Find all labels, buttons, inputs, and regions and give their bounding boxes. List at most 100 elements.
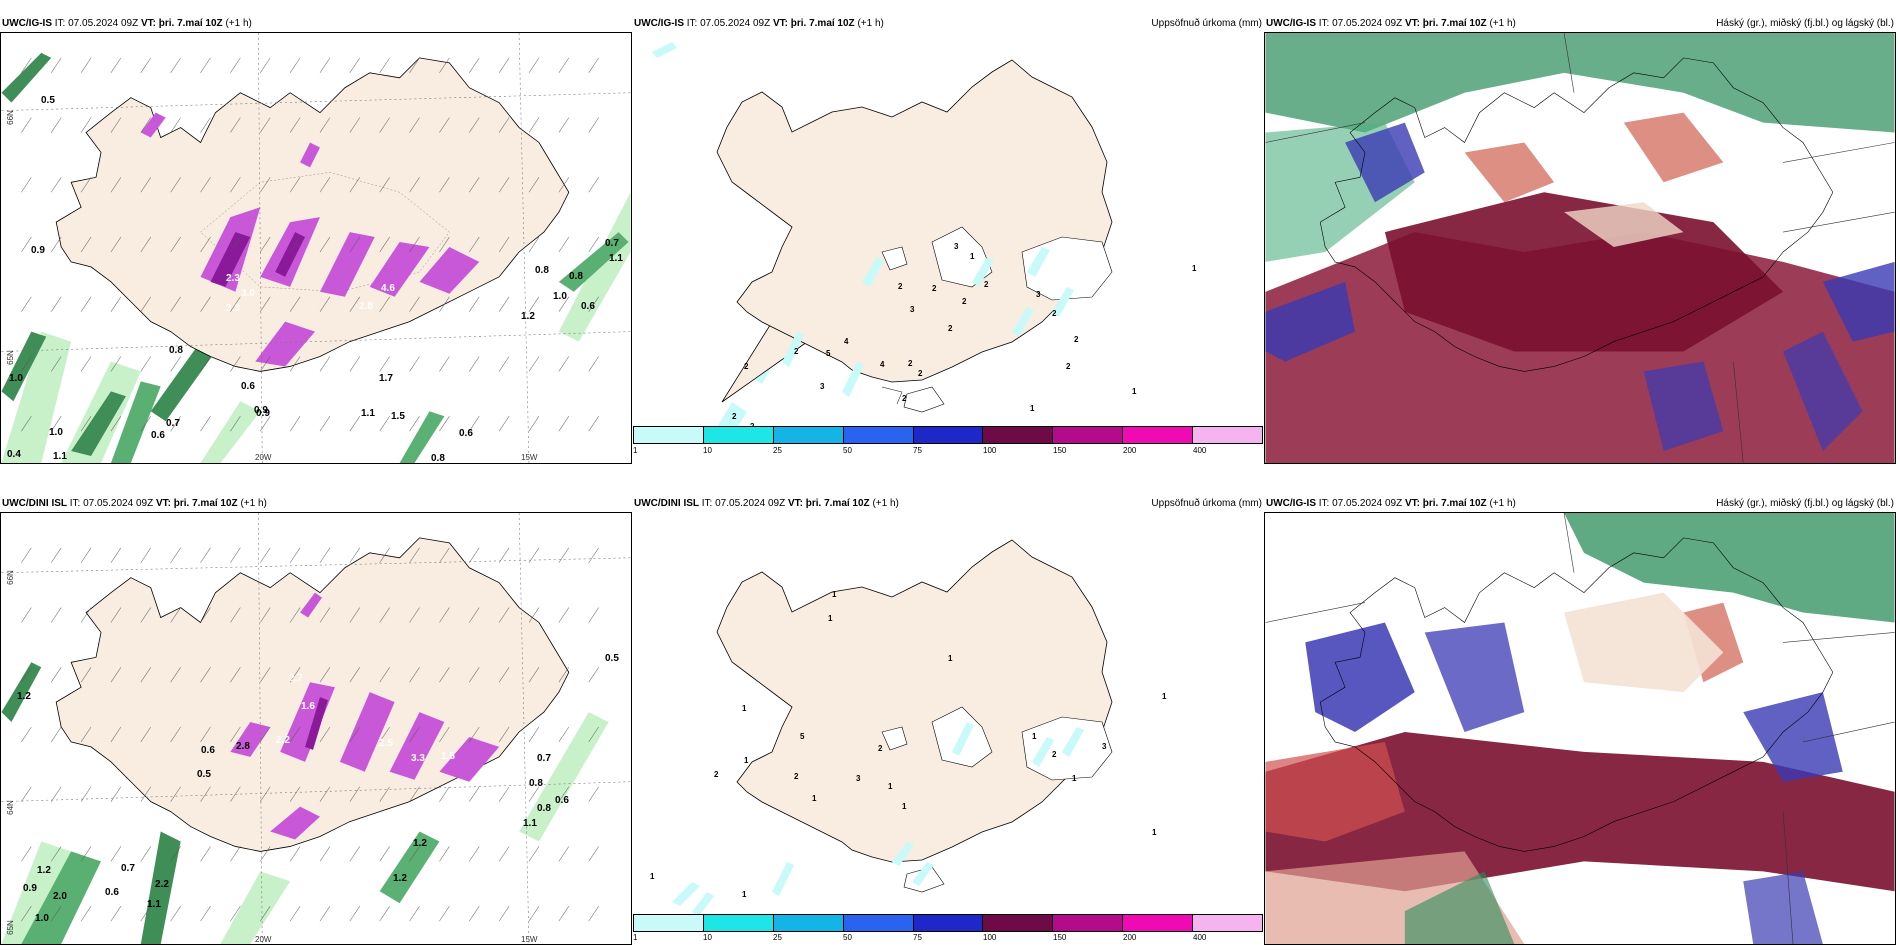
value-label: 1 [812, 794, 817, 803]
it-value: 07.05.2024 09Z [83, 498, 154, 509]
value-label: 1.1 [609, 253, 623, 264]
colorbar-swatch [1193, 915, 1263, 931]
precip-map-canvas [672, 539, 1113, 916]
row2-precip-panel: UWC/DINI ISL IT: 07.05.2024 09Z VT: þri.… [632, 490, 1264, 945]
value-label: 2 [714, 770, 719, 779]
colorbar-tick: 50 [843, 933, 852, 942]
value-label: 1.1 [53, 451, 67, 462]
it-value: 07.05.2024 09Z [1332, 498, 1403, 509]
value-label: 1.2 [521, 311, 535, 322]
colorbar-swatch [843, 427, 914, 443]
it-value: 07.05.2024 09Z [715, 498, 786, 509]
value-label: 1 [1072, 774, 1077, 783]
value-label: 4 [844, 337, 849, 346]
lat-65-label: 65N [5, 350, 15, 365]
vt-label: VT: [155, 498, 171, 509]
lon-20-label: 20W [255, 453, 272, 462]
vt-label: VT: [772, 18, 788, 29]
colorbar-swatch [1193, 427, 1263, 443]
cloud-map-canvas [1265, 33, 1895, 463]
value-label: 3 [1036, 290, 1041, 299]
colorbar-tick: 100 [983, 933, 997, 942]
value-label: 0.4 [7, 449, 21, 460]
lead-time: (+1 h) [872, 498, 899, 509]
colorbar-ticks: 1 10 25 50 75 100 150 200 400 [633, 933, 1263, 945]
value-label: 0.5 [605, 653, 619, 664]
value-label: 2 [1066, 362, 1071, 371]
value-label: 1.0 [49, 427, 63, 438]
model-name: UWC/IG-IS [1266, 18, 1316, 29]
value-label: 2 [898, 282, 903, 291]
value-label: 0.7 [121, 863, 135, 874]
value-label: 2 [948, 324, 953, 333]
vt-value: þri. 7.maí 10Z [805, 498, 870, 509]
value-label: 1.0 [9, 373, 23, 384]
value-label: 4 [880, 360, 885, 369]
colorbar-swatch [1053, 915, 1124, 931]
value-label: 0.8 [537, 803, 551, 814]
value-label: 1 [1162, 692, 1167, 701]
model-name: UWC/IG-IS [634, 18, 684, 29]
value-label: 2 [1074, 335, 1079, 344]
value-label: 3 [910, 305, 915, 314]
precip-colorbar [633, 914, 1263, 932]
value-label: 3.3 [226, 303, 240, 314]
colorbar-swatch [1123, 427, 1194, 443]
it-value: 07.05.2024 09Z [1332, 18, 1403, 29]
value-label: 2 [794, 772, 799, 781]
colorbar-swatch [703, 427, 774, 443]
value-label: 0.8 [569, 271, 583, 282]
value-label: 1 [948, 654, 953, 663]
value-label: 1.7 [379, 373, 393, 384]
value-label: 1 [742, 704, 747, 713]
it-value: 07.05.2024 09Z [700, 18, 771, 29]
value-label: 2 [1052, 750, 1057, 759]
value-label: 1 [832, 590, 837, 599]
value-label: 0.6 [105, 887, 119, 898]
value-label: 2 [878, 744, 883, 753]
colorbar-tick: 10 [703, 933, 712, 942]
value-label: 2 [1052, 309, 1057, 318]
colorbar-swatch [983, 427, 1054, 443]
value-label: 0.6 [201, 745, 215, 756]
colorbar-swatch [773, 915, 844, 931]
colorbar-tick: 1 [633, 933, 638, 942]
vt-value: þri. 7.maí 10Z [1422, 18, 1487, 29]
row2-cloud-panel: UWC/IG-IS IT: 07.05.2024 09Z VT: þri. 7.… [1264, 490, 1900, 945]
it-label: IT: [701, 498, 713, 509]
value-label: 1 [650, 872, 655, 881]
cloud-map-canvas [1265, 513, 1895, 944]
value-label: 1 [888, 782, 893, 791]
value-label: 1 [744, 756, 749, 765]
value-label: 1.2 [413, 838, 427, 849]
value-label: 2 [932, 284, 937, 293]
value-label: 0.7 [537, 753, 551, 764]
value-label: 1.0 [553, 291, 567, 302]
colorbar-tick: 150 [1053, 446, 1067, 455]
value-label: 2.7 [289, 673, 303, 684]
colorbar-tick: 150 [1053, 933, 1067, 942]
value-label: 2 [908, 359, 913, 368]
row1-cloud-map [1264, 32, 1896, 464]
wind-map-canvas [1, 513, 631, 944]
value-label: 1 [828, 614, 833, 623]
lat-66-label: 66N [5, 110, 15, 125]
vt-label: VT: [1404, 18, 1420, 29]
lead-time: (+1 h) [225, 18, 252, 29]
value-label: 1.5 [391, 411, 405, 422]
it-label: IT: [686, 18, 698, 29]
value-label: 0.8 [529, 778, 543, 789]
row1-precip-panel-title: UWC/IG-IS IT: 07.05.2024 09Z VT: þri. 7.… [634, 18, 884, 30]
value-label: 1.2 [393, 873, 407, 884]
value-label: 1.0 [35, 913, 49, 924]
it-label: IT: [1318, 18, 1330, 29]
colorbar-swatch [773, 427, 844, 443]
value-label: 0.9 [256, 408, 270, 419]
row2-wind-map: 66N 64N 65N 20W 15W 1.2 0.5 0.9 1.2 2.0 … [0, 512, 632, 945]
value-label: 3.0 [241, 288, 255, 299]
value-label: 0.8 [169, 345, 183, 356]
value-label: 2.5 [379, 738, 393, 749]
value-label: 1 [1030, 404, 1035, 413]
value-label: 0.5 [197, 769, 211, 780]
row1-wind-panel: UWC/IG-IS IT: 07.05.2024 09Z VT: þri. 7.… [0, 12, 632, 464]
